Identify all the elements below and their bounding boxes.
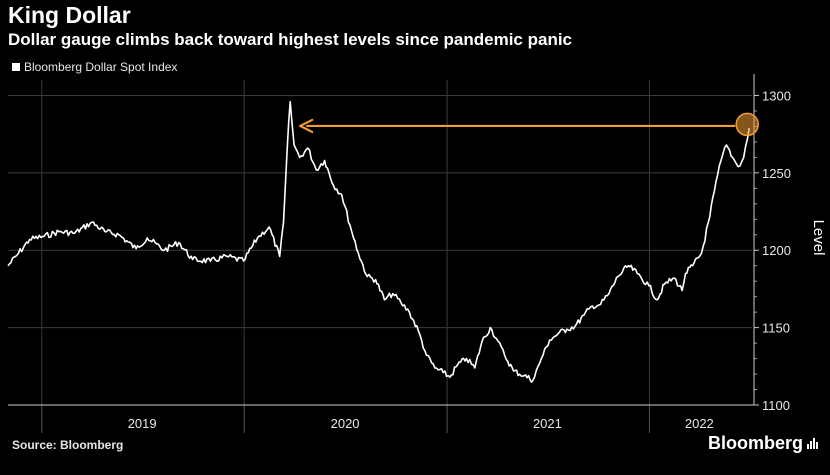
legend-swatch [12, 63, 20, 71]
x-tick-label: 2021 [533, 416, 562, 431]
arrow-head [299, 118, 314, 134]
source-note: Source: Bloomberg [12, 438, 124, 452]
axes: 1100 1150 1200 1250 1300 2019 2020 2021 2022 Leve… [8, 74, 827, 433]
y-axis-title: Level [810, 220, 827, 256]
y-tick-label: 1150 [762, 321, 790, 336]
brand-logo: Bloomberg [708, 433, 818, 454]
bar-chart-icon [807, 438, 818, 449]
x-tick-label: 2022 [685, 416, 714, 431]
y-tick-label: 1100 [762, 398, 790, 413]
x-tick-label: 2019 [128, 416, 157, 431]
series-layer [7, 100, 750, 383]
y-tick-label: 1300 [762, 88, 791, 103]
y-tick-label: 1200 [762, 243, 791, 258]
chart-title: King Dollar [8, 2, 131, 28]
highlight-circle [735, 112, 759, 137]
x-tick-label: 2020 [331, 416, 360, 431]
chart-subtitle: Dollar gauge climbs back toward highest … [8, 30, 573, 49]
series-line [7, 100, 750, 383]
gridlines [8, 80, 752, 406]
legend: Bloomberg Dollar Spot Index [12, 60, 177, 74]
annotations [299, 112, 759, 137]
brand-name: Bloomberg [707, 433, 803, 453]
y-tick-label: 1250 [762, 166, 791, 181]
legend-label: Bloomberg Dollar Spot Index [24, 60, 178, 74]
